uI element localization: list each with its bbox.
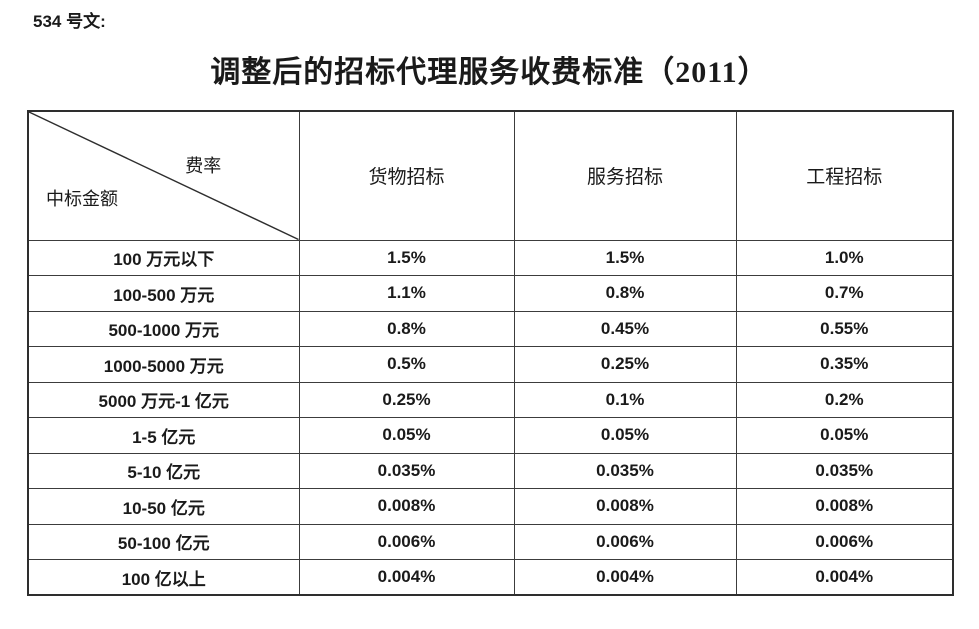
row-label: 100-500 万元 [27, 275, 300, 312]
rate-cell: 0.035% [735, 452, 954, 489]
rate-cell: 0.035% [513, 452, 737, 489]
row-label: 1-5 亿元 [27, 417, 300, 454]
row-label: 100 万元以下 [27, 239, 300, 276]
row-label: 5000 万元-1 亿元 [27, 381, 300, 418]
table-row: 5000 万元-1 亿元 0.25% 0.1% 0.2% [27, 381, 954, 418]
rate-cell: 0.1% [513, 381, 737, 418]
rate-cell: 0.35% [735, 346, 954, 383]
corner-header-cell: 费率 中标金额 [27, 110, 300, 241]
table-row: 100-500 万元 1.1% 0.8% 0.7% [27, 275, 954, 312]
row-label: 5-10 亿元 [27, 452, 300, 489]
rate-cell: 0.55% [735, 310, 954, 347]
rate-cell: 0.25% [298, 381, 515, 418]
table-row: 5-10 亿元 0.035% 0.035% 0.035% [27, 452, 954, 489]
fee-rate-table: 费率 中标金额 货物招标 服务招标 工程招标 100 万元以下 1.5% 1.5… [27, 110, 954, 596]
rate-cell: 0.05% [513, 417, 737, 454]
rate-cell: 0.006% [735, 523, 954, 560]
table-row: 100 万元以下 1.5% 1.5% 1.0% [27, 239, 954, 276]
table-row: 1000-5000 万元 0.5% 0.25% 0.35% [27, 346, 954, 383]
rate-cell: 0.7% [735, 275, 954, 312]
rate-cell: 0.006% [513, 523, 737, 560]
column-header-services: 服务招标 [513, 110, 737, 241]
rate-cell: 0.035% [298, 452, 515, 489]
rate-cell: 0.05% [298, 417, 515, 454]
rate-cell: 0.8% [513, 275, 737, 312]
doc-number-label: 534 号文: [33, 12, 106, 31]
diagonal-divider-line [29, 112, 299, 240]
rate-cell: 0.006% [298, 523, 515, 560]
rate-cell: 0.008% [735, 488, 954, 525]
rate-cell: 0.004% [735, 559, 954, 596]
rate-cell: 1.0% [735, 239, 954, 276]
table-row: 100 亿以上 0.004% 0.004% 0.004% [27, 559, 954, 596]
table-row: 50-100 亿元 0.006% 0.006% 0.006% [27, 523, 954, 560]
rate-cell: 0.25% [513, 346, 737, 383]
row-label: 50-100 亿元 [27, 523, 300, 560]
row-label: 500-1000 万元 [27, 310, 300, 347]
rate-cell: 0.2% [735, 381, 954, 418]
column-header-engineering: 工程招标 [735, 110, 954, 241]
rate-cell: 1.5% [513, 239, 737, 276]
corner-label-fee-rate: 费率 [185, 155, 222, 176]
rate-cell: 0.008% [513, 488, 737, 525]
row-label: 100 亿以上 [27, 559, 300, 596]
rate-cell: 0.008% [298, 488, 515, 525]
rate-cell: 0.45% [513, 310, 737, 347]
table-header-row: 费率 中标金额 货物招标 服务招标 工程招标 [27, 110, 954, 241]
column-header-goods: 货物招标 [298, 110, 515, 241]
table-row: 10-50 亿元 0.008% 0.008% 0.008% [27, 488, 954, 525]
corner-label-bid-amount: 中标金额 [46, 188, 118, 209]
row-label: 10-50 亿元 [27, 488, 300, 525]
table-row: 1-5 亿元 0.05% 0.05% 0.05% [27, 417, 954, 454]
rate-cell: 1.5% [298, 239, 515, 276]
row-label: 1000-5000 万元 [27, 346, 300, 383]
rate-cell: 0.5% [298, 346, 515, 383]
rate-cell: 0.05% [735, 417, 954, 454]
rate-cell: 1.1% [298, 275, 515, 312]
rate-cell: 0.8% [298, 310, 515, 347]
table-row: 500-1000 万元 0.8% 0.45% 0.55% [27, 310, 954, 347]
rate-cell: 0.004% [298, 559, 515, 596]
rate-cell: 0.004% [513, 559, 737, 596]
page-title: 调整后的招标代理服务收费标准（2011） [210, 56, 769, 89]
